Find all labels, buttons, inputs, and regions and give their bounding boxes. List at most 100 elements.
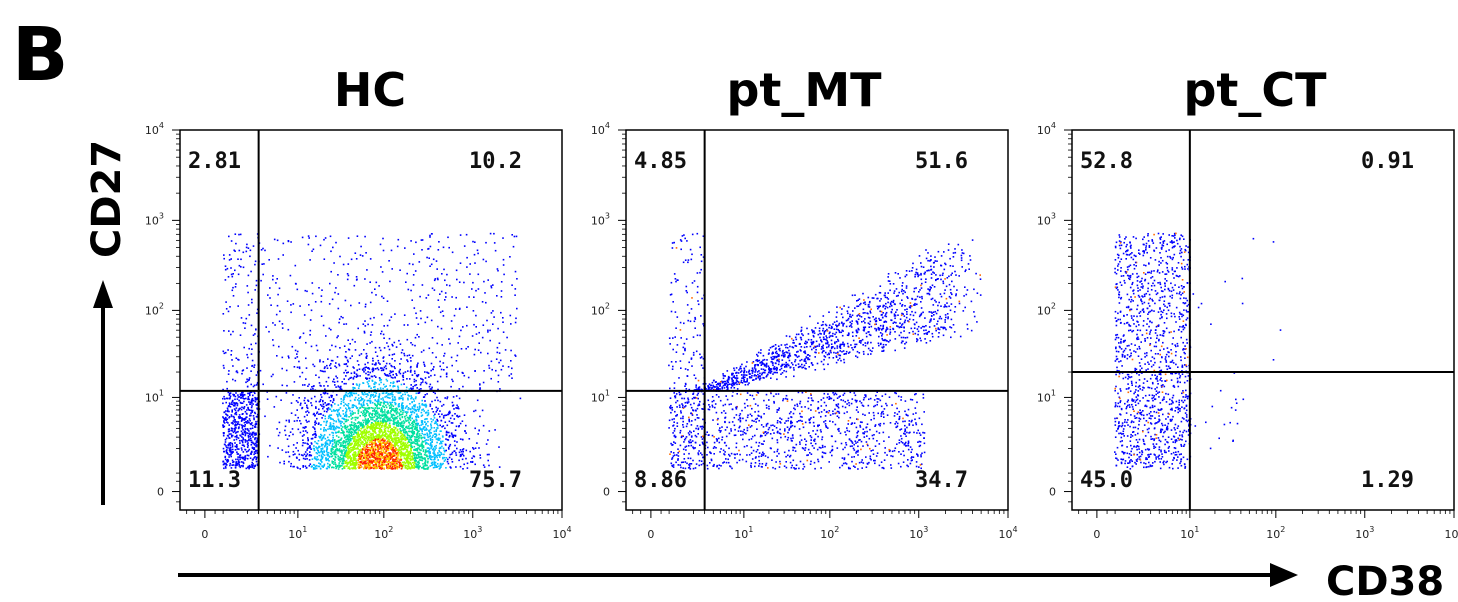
scatter-point [287, 328, 290, 331]
scatter-point [315, 407, 317, 409]
scatter-point [305, 341, 307, 344]
scatter-point [328, 439, 330, 441]
scatter-point [455, 407, 457, 409]
scatter-point [395, 444, 398, 446]
scatter-point [403, 454, 406, 457]
scatter-point [384, 424, 386, 426]
scatter-point [363, 371, 365, 373]
scatter-point [344, 418, 346, 421]
scatter-point [425, 422, 428, 425]
scatter-point [345, 438, 347, 441]
scatter-point [254, 438, 256, 441]
scatter-point [350, 421, 353, 423]
scatter-point [281, 449, 284, 451]
scatter-point [254, 423, 257, 426]
scatter-point [392, 447, 394, 449]
scatter-point [414, 409, 416, 412]
scatter-point [235, 413, 238, 416]
scatter-point [487, 331, 489, 333]
scatter-point [444, 443, 447, 446]
scatter-point [411, 442, 414, 444]
scatter-point [241, 432, 244, 434]
scatter-point [406, 425, 408, 428]
scatter-point [415, 459, 418, 462]
scatter-point [248, 401, 250, 403]
scatter-point [357, 458, 360, 460]
scatter-point [400, 467, 403, 470]
scatter-point [323, 465, 325, 467]
scatter-point [413, 461, 416, 463]
scatter-point [416, 439, 418, 441]
scatter-point [407, 453, 410, 456]
scatter-point [382, 464, 385, 467]
scatter-point [333, 442, 336, 444]
scatter-point [369, 416, 371, 418]
scatter-point [406, 272, 408, 275]
scatter-point [400, 351, 403, 354]
scatter-point [381, 367, 383, 369]
scatter-point [227, 453, 229, 455]
scatter-point [357, 445, 359, 447]
scatter-point [337, 415, 339, 418]
scatter-point [336, 377, 339, 379]
scatter-point [435, 444, 437, 447]
scatter-point [397, 466, 400, 468]
scatter-point [348, 447, 351, 450]
scatter-point [344, 395, 346, 397]
scatter-point [326, 447, 328, 450]
scatter-point [373, 391, 376, 393]
scatter-point [397, 423, 400, 426]
scatter-point [228, 259, 231, 261]
scatter-point [247, 407, 249, 410]
scatter-point [224, 398, 226, 400]
scatter-point [418, 336, 420, 338]
scatter-point [358, 403, 360, 405]
scatter-point [383, 337, 385, 339]
scatter-point [236, 404, 239, 407]
scatter-point [247, 397, 250, 400]
scatter-point [298, 453, 301, 456]
scatter-point [229, 406, 232, 408]
scatter-point [228, 394, 231, 396]
scatter-point [441, 426, 443, 428]
scatter-point [288, 435, 291, 437]
scatter-point [373, 430, 375, 433]
scatter-point [389, 430, 392, 433]
scatter-point [346, 408, 348, 411]
scatter-point [402, 438, 405, 441]
scatter-point [410, 413, 413, 416]
scatter-point [296, 466, 299, 469]
scatter-point [358, 302, 361, 304]
scatter-point [367, 458, 369, 460]
scatter-point [305, 357, 307, 360]
scatter-point [444, 459, 447, 461]
scatter-point [427, 460, 429, 463]
scatter-point [298, 360, 300, 363]
scatter-point [340, 422, 342, 425]
scatter-point [275, 282, 277, 284]
scatter-point [249, 457, 252, 459]
scatter-point [288, 419, 290, 422]
scatter-point [255, 432, 257, 434]
scatter-point [372, 393, 374, 396]
scatter-point [244, 327, 246, 329]
scatter-point [431, 439, 434, 441]
scatter-point [318, 408, 320, 411]
scatter-point [408, 418, 411, 420]
scatter-point [239, 423, 241, 426]
scatter-point [377, 362, 380, 364]
scatter-point [280, 399, 282, 401]
scatter-point [343, 459, 346, 462]
scatter-point [451, 378, 453, 381]
scatter-point [426, 256, 428, 259]
scatter-point [275, 313, 278, 316]
scatter-point [226, 461, 229, 463]
scatter-point [322, 392, 325, 394]
scatter-point [489, 339, 491, 342]
scatter-point [246, 446, 249, 448]
scatter-point [231, 401, 233, 404]
scatter-point [223, 254, 225, 256]
scatter-point [359, 423, 362, 426]
scatter-point [354, 444, 356, 447]
scatter-point [341, 463, 344, 465]
